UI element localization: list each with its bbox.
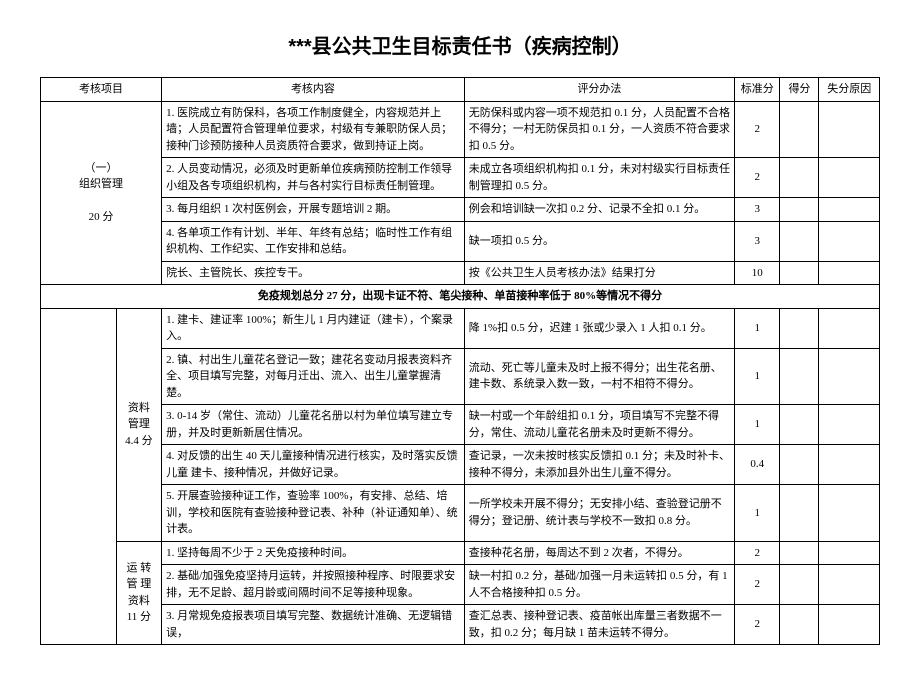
cell-content: 3. 0-14 岁（常住、流动）儿童花名册以村为单位填写建立专册，并及时更新新居… [162, 405, 465, 445]
section-divider-row: 免疫规划总分 27 分，出现卡证不符、笔尖接种、单苗接种率低于 80%等情况不得… [41, 285, 880, 309]
cell-score [780, 261, 819, 285]
cell-std: 2 [735, 541, 780, 565]
cell-score [780, 348, 819, 405]
cell-method: 例会和培训缺一次扣 0.2 分、记录不全扣 0.1 分。 [464, 198, 734, 222]
cell-content: 2. 基础/加强免疫坚持月运转，并按照接种程序、时限要求安排，无不足龄、超月龄或… [162, 565, 465, 605]
table-row: （一） 组织管理 20 分 1. 医院成立有防保科，各项工作制度健全，内容规范并… [41, 101, 880, 158]
table-row: 3. 月常规免疫报表项目填写完整、数据统计准确、无逻辑错误， 查汇总表、接种登记… [41, 605, 880, 645]
cell-content: 院长、主管院长、疾控专干。 [162, 261, 465, 285]
mid-header: 免疫规划总分 27 分，出现卡证不符、笔尖接种、单苗接种率低于 80%等情况不得… [41, 285, 880, 309]
cell-reason [819, 541, 880, 565]
cell-reason [819, 158, 880, 198]
cell-method: 一所学校未开展不得分；无安排小结、查验登记册不得分；登记册、统计表与学校不一致扣… [464, 485, 734, 542]
cell-score [780, 221, 819, 261]
cell-std: 2 [735, 565, 780, 605]
cell-score [780, 405, 819, 445]
cell-reason [819, 445, 880, 485]
cell-reason [819, 261, 880, 285]
cell-content: 1. 坚持每周不少于 2 天免疫接种时间。 [162, 541, 465, 565]
cell-score [780, 485, 819, 542]
cell-reason [819, 198, 880, 222]
cell-score [780, 445, 819, 485]
cell-method: 降 1%扣 0.5 分，迟建 1 张或少录入 1 人扣 0.1 分。 [464, 308, 734, 348]
cell-std: 2 [735, 101, 780, 158]
cell-std: 1 [735, 485, 780, 542]
cell-score [780, 308, 819, 348]
cell-content: 1. 医院成立有防保科，各项工作制度健全，内容规范并上墙；人员配置符合管理单位要… [162, 101, 465, 158]
col-score: 得分 [780, 78, 819, 102]
cell-content: 1. 建卡、建证率 100%；新生儿 1 月内建证（建卡），个案录入。 [162, 308, 465, 348]
cell-score [780, 541, 819, 565]
page-title: ***县公共卫生目标责任书（疾病控制） [40, 30, 880, 59]
cell-content: 2. 人员变动情况，必须及时更新单位疾病预防控制工作领导小组及各专项组织机构，并… [162, 158, 465, 198]
table-row: 4. 对反馈的出生 40 天儿童接种情况进行核实，及时落实反馈儿童 建卡、接种情… [41, 445, 880, 485]
cell-std: 1 [735, 308, 780, 348]
cell-content: 4. 各单项工作有计划、半年、年终有总结；临时性工作有组织机构、工作纪实、工作安… [162, 221, 465, 261]
cell-content: 5. 开展查验接种证工作，查验率 100%，有安排、总结、培训，学校和医院有查验… [162, 485, 465, 542]
cell-score [780, 565, 819, 605]
cell-method: 缺一村扣 0.2 分，基础/加强一月未运转扣 0.5 分，有 1 人不合格接种扣… [464, 565, 734, 605]
cell-content: 2. 镇、村出生儿童花名登记一致；建花名变动月报表资料齐全、项目填写完整，对每月… [162, 348, 465, 405]
col-content: 考核内容 [162, 78, 465, 102]
cell-std: 1 [735, 348, 780, 405]
cell-reason [819, 485, 880, 542]
table-row: 院长、主管院长、疾控专干。 按《公共卫生人员考核办法》结果打分 10 [41, 261, 880, 285]
cell-method: 缺一村或一个年龄组扣 0.1 分，项目填写不完整不得分，常住、流动儿童花名册未及… [464, 405, 734, 445]
cell-score [780, 101, 819, 158]
cell-std: 3 [735, 198, 780, 222]
section2b-label: 运 转 管 理 资料 11 分 [116, 541, 161, 645]
cell-content: 3. 月常规免疫报表项目填写完整、数据统计准确、无逻辑错误， [162, 605, 465, 645]
cell-method: 缺一项扣 0.5 分。 [464, 221, 734, 261]
cell-std: 0.4 [735, 445, 780, 485]
cell-method: 按《公共卫生人员考核办法》结果打分 [464, 261, 734, 285]
cell-std: 10 [735, 261, 780, 285]
cell-content: 4. 对反馈的出生 40 天儿童接种情况进行核实，及时落实反馈儿童 建卡、接种情… [162, 445, 465, 485]
cell-std: 3 [735, 221, 780, 261]
table-header-row: 考核项目 考核内容 评分办法 标准分 得分 失分原因 [41, 78, 880, 102]
cell-std: 2 [735, 605, 780, 645]
cell-content: 3. 每月组织 1 次村医例会，开展专题培训 2 期。 [162, 198, 465, 222]
col-method: 评分办法 [464, 78, 734, 102]
col-reason: 失分原因 [819, 78, 880, 102]
col-item: 考核项目 [41, 78, 162, 102]
cell-method: 无防保科或内容一项不规范扣 0.1 分，人员配置不合格不得分；一村无防保员扣 0… [464, 101, 734, 158]
cell-std: 2 [735, 158, 780, 198]
table-row: 5. 开展查验接种证工作，查验率 100%，有安排、总结、培训，学校和医院有查验… [41, 485, 880, 542]
cell-reason [819, 348, 880, 405]
cell-method: 查汇总表、接种登记表、疫苗帐出库量三者数据不一致，扣 0.2 分；每月缺 1 苗… [464, 605, 734, 645]
cell-std: 1 [735, 405, 780, 445]
cell-reason [819, 405, 880, 445]
table-row: 运 转 管 理 资料 11 分 1. 坚持每周不少于 2 天免疫接种时间。 查接… [41, 541, 880, 565]
col-std: 标准分 [735, 78, 780, 102]
cell-reason [819, 221, 880, 261]
section2-outer [41, 308, 117, 645]
cell-score [780, 158, 819, 198]
cell-reason [819, 565, 880, 605]
cell-method: 查接种花名册，每周达不到 2 次者，不得分。 [464, 541, 734, 565]
assessment-table: 考核项目 考核内容 评分办法 标准分 得分 失分原因 （一） 组织管理 20 分… [40, 77, 880, 645]
cell-reason [819, 101, 880, 158]
table-row: 2. 基础/加强免疫坚持月运转，并按照接种程序、时限要求安排，无不足龄、超月龄或… [41, 565, 880, 605]
table-row: 2. 镇、村出生儿童花名登记一致；建花名变动月报表资料齐全、项目填写完整，对每月… [41, 348, 880, 405]
section2a-label: 资料 管理 4.4 分 [116, 308, 161, 541]
cell-score [780, 605, 819, 645]
table-row: 3. 每月组织 1 次村医例会，开展专题培训 2 期。 例会和培训缺一次扣 0.… [41, 198, 880, 222]
table-row: 3. 0-14 岁（常住、流动）儿童花名册以村为单位填写建立专册，并及时更新新居… [41, 405, 880, 445]
cell-reason [819, 308, 880, 348]
table-row: 4. 各单项工作有计划、半年、年终有总结；临时性工作有组织机构、工作纪实、工作安… [41, 221, 880, 261]
table-row: 资料 管理 4.4 分 1. 建卡、建证率 100%；新生儿 1 月内建证（建卡… [41, 308, 880, 348]
table-row: 2. 人员变动情况，必须及时更新单位疾病预防控制工作领导小组及各专项组织机构，并… [41, 158, 880, 198]
cell-reason [819, 605, 880, 645]
section1-label: （一） 组织管理 20 分 [41, 101, 162, 285]
cell-method: 未成立各项组织机构扣 0.1 分，未对村级实行目标责任制管理扣 0.5 分。 [464, 158, 734, 198]
cell-method: 流动、死亡等儿童未及时上报不得分；出生花名册、建卡数、系统录入数一致，一村不相符… [464, 348, 734, 405]
cell-method: 查记录，一次未按时核实反馈扣 0.1 分；未及时补卡、接种不得分，未添加县外出生… [464, 445, 734, 485]
cell-score [780, 198, 819, 222]
